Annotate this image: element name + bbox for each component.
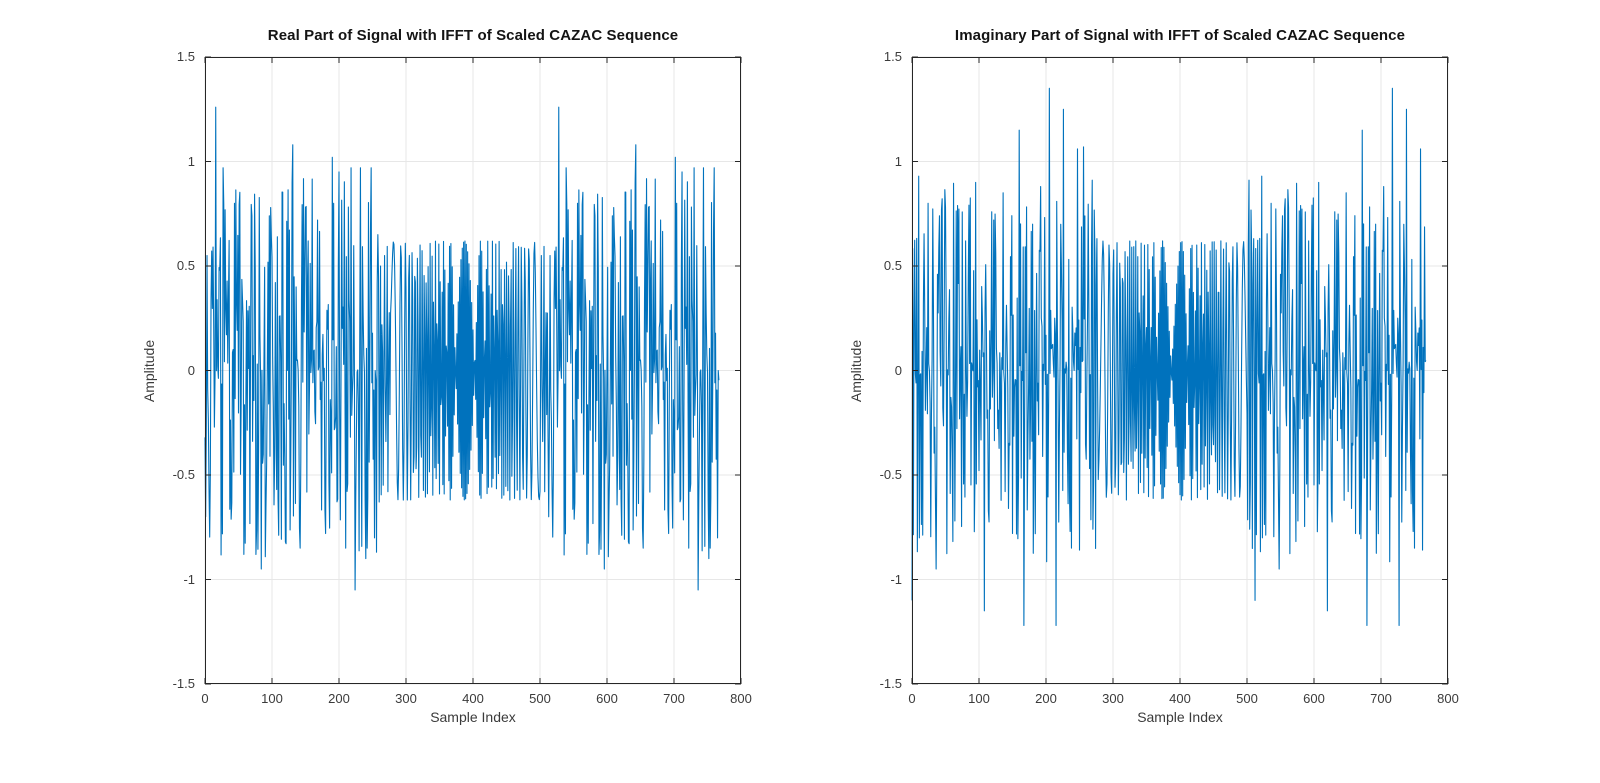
x-tick-label: 500 (529, 691, 551, 706)
x-tick-label: 0 (201, 691, 209, 706)
y-tick-label: 1 (187, 153, 195, 169)
y-tick-label: -1 (890, 571, 902, 587)
y-tick-label: 0 (187, 362, 195, 378)
x-tick-label: 700 (663, 691, 685, 706)
plot-title: Real Part of Signal with IFFT of Scaled … (267, 27, 679, 44)
x-tick-label: 400 (462, 691, 484, 706)
x-tick-label: 600 (596, 691, 618, 706)
x-tick-label: 100 (968, 691, 990, 706)
plot-canvas (911, 56, 1449, 685)
y-tick-label: -0.5 (879, 467, 902, 482)
x-tick-label: 800 (730, 691, 752, 706)
subplot-imaginary-part: Imaginary Part of Signal with IFFT of Sc… (848, 27, 1459, 725)
plot-title: Imaginary Part of Signal with IFFT of Sc… (954, 27, 1406, 44)
x-tick-label: 600 (1303, 691, 1325, 706)
axes-box (204, 56, 742, 685)
y-tick-label: -1.5 (172, 676, 195, 691)
x-tick-label: 700 (1370, 691, 1392, 706)
y-tick-label: 1.5 (176, 49, 195, 64)
y-tick-label: 0.5 (883, 258, 902, 273)
y-tick-label: 1 (894, 153, 902, 169)
x-tick-label: 200 (1035, 691, 1057, 706)
x-tick-label: 300 (1102, 691, 1124, 706)
y-tick-label: 0 (894, 362, 902, 378)
signal-line (204, 106, 720, 591)
x-axis-label: Sample Index (1137, 709, 1223, 725)
x-tick-label: 0 (908, 691, 916, 706)
x-tick-label: 500 (1236, 691, 1258, 706)
y-tick-label: -1.5 (879, 676, 902, 691)
axes-box (911, 56, 1449, 685)
plot-canvas (204, 56, 742, 685)
x-tick-label: 300 (395, 691, 417, 706)
x-tick-label: 100 (261, 691, 283, 706)
y-tick-label: 0.5 (176, 258, 195, 273)
y-tick-label: 1.5 (883, 49, 902, 64)
x-tick-label: 800 (1437, 691, 1459, 706)
subplot-real-part: Real Part of Signal with IFFT of Scaled … (141, 27, 752, 725)
x-tick-label: 400 (1169, 691, 1191, 706)
x-tick-label: 200 (328, 691, 350, 706)
y-tick-label: -0.5 (172, 467, 195, 482)
signal-line (911, 87, 1427, 627)
y-tick-label: -1 (183, 571, 195, 587)
x-axis-label: Sample Index (430, 709, 516, 725)
